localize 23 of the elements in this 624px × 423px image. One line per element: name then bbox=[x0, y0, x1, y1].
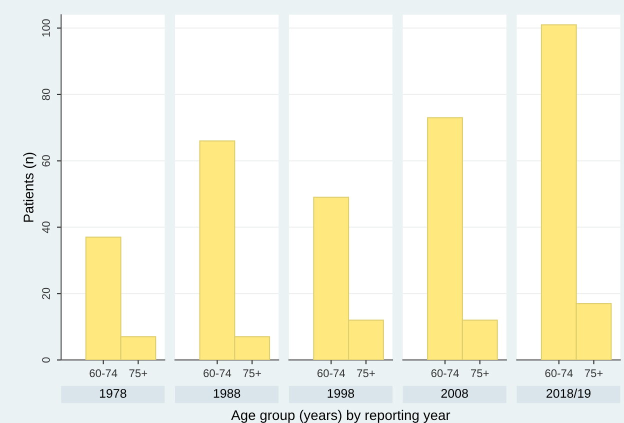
y-tick-label: 0 bbox=[42, 357, 50, 363]
text: 2018/19 bbox=[546, 388, 590, 398]
x-tick-label: 60-74 bbox=[204, 369, 232, 378]
text: 1988 bbox=[214, 388, 240, 398]
y-tick-label: 80 bbox=[42, 88, 50, 100]
y-axis-title: Patients (n) bbox=[23, 152, 36, 222]
y-tick-label: 60 bbox=[42, 155, 50, 166]
text: 1978 bbox=[100, 388, 126, 398]
text: 1998 bbox=[328, 388, 354, 398]
x-tick-label: 75+ bbox=[243, 369, 261, 378]
x-tick-label: 75+ bbox=[129, 369, 148, 378]
x-tick-label: 75+ bbox=[584, 369, 603, 378]
x-tick-label: 60-74 bbox=[317, 369, 345, 378]
text: 2008 bbox=[441, 388, 468, 398]
x-tick-label: 60-74 bbox=[545, 369, 573, 378]
y-tick-label: 40 bbox=[42, 221, 50, 234]
x-tick-label: 60-74 bbox=[431, 369, 459, 378]
y-tick-label: 20 bbox=[42, 288, 50, 300]
y-tick-label: 100 bbox=[42, 19, 50, 36]
x-axis-title: Age group (years) by reporting year bbox=[231, 410, 450, 423]
x-tick-label: 60-74 bbox=[90, 369, 118, 378]
x-tick-label: 75+ bbox=[357, 369, 375, 378]
x-tick-label: 75+ bbox=[471, 369, 489, 378]
